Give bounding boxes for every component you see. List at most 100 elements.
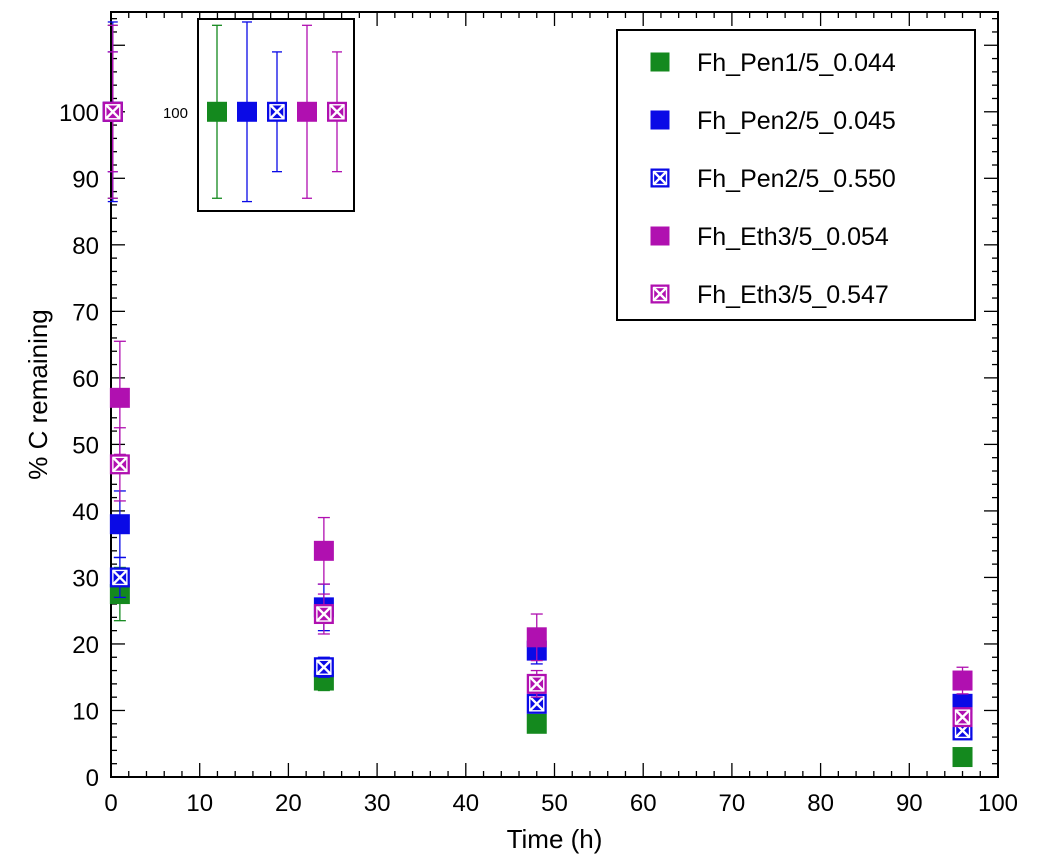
y-tick-label: 0 — [86, 765, 99, 792]
series-Fh_Pen1/5_0.044 — [109, 566, 973, 768]
marker-inner-frame — [112, 456, 128, 473]
marker-inner-frame — [269, 104, 285, 120]
data-point — [109, 454, 130, 475]
marker-square — [109, 514, 130, 535]
legend-label: Fh_Pen1/5_0.044 — [697, 49, 896, 77]
marker-square — [237, 101, 257, 122]
marker-cross — [269, 103, 285, 120]
marker-inner-frame — [329, 104, 345, 120]
data-point — [109, 567, 130, 588]
x-tick-label: 90 — [896, 790, 923, 817]
legend-item: Fh_Eth3/5_0.547 — [650, 281, 889, 309]
y-tick-label: 80 — [72, 233, 99, 260]
y-tick-label: 10 — [72, 698, 99, 725]
x-tick-label: 80 — [807, 790, 834, 817]
data-point — [313, 657, 334, 678]
y-tick-label: 50 — [72, 432, 99, 459]
x-tick-label: 30 — [364, 790, 391, 817]
x-tick-label: 20 — [275, 790, 302, 817]
data-point — [952, 670, 973, 691]
legend: Fh_Pen1/5_0.044 Fh_Pen2/5_0.045 Fh_Pen2/5_… — [616, 29, 976, 321]
inset-point — [237, 101, 257, 122]
x-tick-label: 50 — [541, 790, 568, 817]
y-tick-label: 90 — [72, 166, 99, 193]
marker-cross — [329, 103, 345, 120]
marker-square — [109, 387, 130, 408]
marker-inner-frame — [112, 569, 128, 586]
marker-square — [313, 540, 334, 561]
initial-point — [102, 101, 123, 122]
inset-panel: 100 — [163, 18, 355, 212]
y-ticks: 0 10 20 30 40 50 60 70 80 90 100 — [59, 18, 998, 792]
data-point — [109, 387, 130, 408]
y-tick-label: 40 — [72, 499, 99, 526]
marker-inner-frame — [529, 676, 545, 692]
marker-inner-frame — [316, 606, 332, 622]
legend-marker — [650, 226, 670, 246]
marker-square — [650, 110, 670, 130]
series-Fh_Eth3/5_0.547 — [109, 427, 973, 728]
marker-cross — [104, 103, 121, 120]
data-point — [313, 540, 334, 561]
y-tick-label: 30 — [72, 565, 99, 592]
x-tick-label: 10 — [186, 790, 213, 817]
data-point — [526, 713, 547, 734]
y-tick-label: 60 — [72, 366, 99, 393]
y-axis-title: % C remaining — [23, 309, 53, 480]
legend-label: Fh_Pen2/5_0.045 — [697, 107, 896, 135]
initial-points — [102, 21, 123, 203]
x-tick-label: 40 — [452, 790, 479, 817]
marker-cross — [652, 286, 668, 302]
inset-label: 100 — [163, 105, 188, 122]
marker-cross — [316, 606, 332, 622]
legend-item: Fh_Pen2/5_0.045 — [650, 107, 896, 135]
marker-square — [952, 670, 973, 691]
legend-marker — [650, 110, 670, 130]
marker-inner-frame — [954, 709, 971, 725]
marker-square — [650, 226, 670, 246]
marker-cross — [112, 456, 128, 473]
data-point — [526, 673, 547, 694]
y-tick-label: 70 — [72, 299, 99, 326]
legend-item: Fh_Pen2/5_0.550 — [650, 165, 896, 193]
y-tick-label: 20 — [72, 632, 99, 659]
marker-square — [526, 627, 547, 648]
legend-label: Fh_Pen2/5_0.550 — [697, 165, 896, 193]
data-point — [952, 747, 973, 768]
marker-square — [207, 101, 227, 122]
marker-cross — [954, 709, 971, 725]
data-point — [313, 604, 334, 625]
legend-marker — [650, 284, 670, 304]
x-tick-label: 60 — [630, 790, 657, 817]
legend-label: Fh_Eth3/5_0.547 — [697, 281, 889, 309]
legend-marker — [650, 52, 670, 72]
marker-cross — [528, 695, 545, 712]
data-point — [109, 514, 130, 535]
legend-item: Fh_Pen1/5_0.044 — [650, 49, 896, 77]
marker-square — [650, 52, 670, 72]
x-tick-label: 0 — [104, 790, 117, 817]
legend-item: Fh_Eth3/5_0.054 — [650, 223, 889, 251]
marker-cross — [112, 569, 128, 586]
x-tick-label: 100 — [978, 790, 1018, 817]
legend-marker — [650, 168, 670, 188]
series-Fh_Eth3/5_0.054 — [109, 340, 973, 695]
data-point — [952, 707, 973, 728]
marker-cross — [528, 676, 545, 692]
marker-square — [297, 101, 317, 122]
data-point — [526, 627, 547, 648]
inset-point — [267, 101, 287, 122]
x-tick-label: 70 — [719, 790, 746, 817]
marker-square — [952, 747, 973, 768]
marker-inner-frame — [652, 170, 668, 186]
x-axis-title: Time (h) — [507, 824, 603, 854]
marker-inner-frame — [652, 286, 668, 302]
marker-cross — [652, 170, 668, 186]
marker-inner-frame — [105, 104, 121, 120]
marker-inner-frame — [316, 659, 332, 675]
inset-point — [327, 101, 347, 122]
data-points — [102, 21, 973, 768]
legend-label: Fh_Eth3/5_0.054 — [697, 223, 889, 251]
